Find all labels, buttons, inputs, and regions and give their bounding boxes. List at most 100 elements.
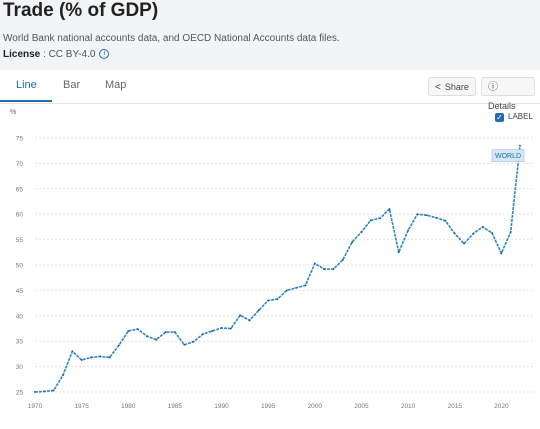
data-point[interactable]	[472, 232, 475, 235]
data-point[interactable]	[276, 298, 279, 300]
y-tick-label: 25	[16, 390, 24, 397]
data-point[interactable]	[425, 214, 428, 217]
x-tick-label: 1980	[121, 403, 136, 410]
x-tick-label: 2005	[354, 403, 369, 410]
data-point[interactable]	[397, 251, 400, 254]
series-annotation: WORLD	[491, 149, 525, 162]
data-point[interactable]	[500, 252, 503, 255]
data-point[interactable]	[174, 331, 176, 333]
data-point[interactable]	[444, 219, 447, 222]
data-point[interactable]	[519, 144, 521, 147]
data-point[interactable]	[304, 284, 307, 287]
data-point[interactable]	[108, 356, 111, 359]
data-point[interactable]	[360, 231, 363, 233]
share-button[interactable]: < Share	[428, 77, 476, 96]
y-unit-label: %	[10, 109, 17, 116]
data-point[interactable]	[341, 259, 344, 261]
data-point[interactable]	[295, 286, 298, 289]
series-label-box	[491, 149, 525, 162]
series-line[interactable]	[34, 145, 521, 393]
data-point[interactable]	[43, 390, 46, 393]
data-point[interactable]	[127, 330, 130, 332]
page-title: Trade (% of GDP)	[3, 0, 159, 21]
data-point[interactable]	[509, 231, 512, 233]
data-point[interactable]	[99, 355, 102, 358]
checkbox-checked-icon[interactable]: ✓	[495, 113, 504, 122]
x-tick-label: 1990	[214, 403, 229, 410]
page-header: Trade (% of GDP) World Bank national acc…	[0, 0, 540, 70]
data-point[interactable]	[407, 229, 409, 232]
data-point[interactable]	[323, 268, 326, 270]
y-tick-label: 60	[16, 212, 24, 219]
data-point[interactable]	[416, 213, 419, 216]
x-tick-label: 1970	[28, 403, 43, 410]
data-point[interactable]	[491, 232, 493, 234]
tab-bar[interactable]: Bar	[63, 79, 81, 91]
data-point[interactable]	[481, 226, 484, 228]
data-point[interactable]	[62, 374, 64, 377]
chart-card: Line Bar Map < Share ⓘ Details % ✓ LABEL 25…	[0, 70, 540, 429]
details-button[interactable]: ⓘ Details	[481, 77, 535, 111]
y-tick-label: 45	[16, 288, 24, 295]
series-group	[34, 144, 521, 393]
data-point[interactable]	[220, 327, 223, 329]
x-tick-label: 1975	[74, 403, 89, 410]
data-point[interactable]	[164, 331, 167, 333]
data-point[interactable]	[80, 359, 83, 361]
license-line: License : CC BY-4.0 i	[3, 49, 110, 60]
data-point[interactable]	[52, 389, 55, 392]
y-tick-label: 55	[16, 237, 24, 244]
y-tick-label: 35	[16, 339, 24, 346]
data-point[interactable]	[146, 335, 148, 338]
data-point[interactable]	[71, 350, 74, 353]
data-point[interactable]	[201, 333, 204, 335]
data-point[interactable]	[155, 338, 158, 341]
tab-line[interactable]: Line	[16, 79, 37, 91]
info-circle-icon: ⓘ	[488, 82, 498, 93]
data-point[interactable]	[463, 242, 465, 245]
data-point[interactable]	[34, 391, 36, 393]
data-point[interactable]	[248, 319, 251, 322]
data-point[interactable]	[435, 216, 437, 219]
data-point[interactable]	[267, 299, 270, 302]
data-point[interactable]	[313, 262, 316, 265]
data-point[interactable]	[332, 268, 335, 270]
tab-map[interactable]: Map	[105, 79, 127, 91]
y-tick-label: 30	[16, 364, 24, 371]
share-button-label: Share	[444, 82, 469, 92]
data-point[interactable]	[229, 327, 232, 330]
license-label: License	[3, 49, 41, 60]
label-toggle-text: LABEL	[508, 112, 533, 121]
x-tick-label: 1985	[168, 403, 183, 410]
y-tick-label: 50	[16, 263, 24, 270]
data-point[interactable]	[388, 208, 391, 211]
data-point[interactable]	[369, 219, 372, 222]
data-point[interactable]	[192, 340, 195, 343]
data-point[interactable]	[285, 289, 288, 292]
y-tick-label: 65	[16, 186, 24, 193]
share-icon: <	[435, 82, 441, 93]
data-point[interactable]	[257, 309, 260, 312]
x-tick-label: 2015	[447, 403, 462, 410]
label-toggle[interactable]: ✓ LABEL	[495, 112, 533, 122]
data-point[interactable]	[90, 356, 92, 359]
data-point[interactable]	[136, 328, 139, 330]
chart-type-tabs: Line Bar Map < Share ⓘ Details	[0, 70, 540, 111]
data-point[interactable]	[379, 217, 381, 220]
source-note: World Bank national accounts data, and O…	[3, 33, 340, 44]
data-point[interactable]	[351, 241, 354, 244]
data-point[interactable]	[183, 343, 186, 346]
data-point[interactable]	[118, 344, 120, 347]
x-tick-label: 2010	[401, 403, 416, 410]
active-tab-indicator	[0, 100, 52, 102]
y-tick-label: 40	[16, 313, 24, 320]
data-point[interactable]	[211, 330, 214, 332]
grid-lines	[35, 137, 535, 393]
data-point[interactable]	[239, 314, 242, 317]
info-icon[interactable]: i	[99, 49, 110, 60]
y-axis: 25 30 35 40 45 50 55 60 65 70 75	[16, 136, 24, 397]
y-tick-label: 70	[16, 161, 24, 168]
details-button-label: Details	[488, 101, 516, 111]
data-point[interactable]	[453, 232, 456, 235]
